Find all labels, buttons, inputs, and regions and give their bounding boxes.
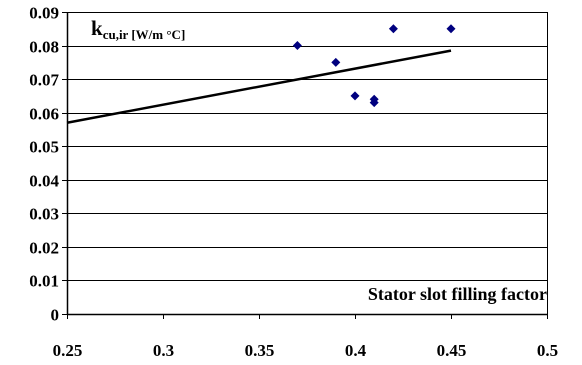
y-tick-label-0: 0 [51,306,60,325]
y-tick-label-9: 0.09 [29,4,59,23]
x-tick-label-3: 0.4 [345,341,367,360]
y-tick-label-1: 0.01 [29,272,59,291]
data-point-5 [388,24,398,34]
trendline-layer [66,49,452,124]
data-point-1 [331,57,341,67]
y-tick-label-6: 0.06 [29,105,59,124]
y-tick-label-4: 0.04 [29,172,59,191]
y-tick-labels: 0 0.01 0.02 0.03 0.04 0.05 0.06 0.07 0.08 0.09 [29,4,59,325]
x-tick-label-1: 0.3 [153,341,174,360]
y-tick-label-7: 0.07 [29,71,59,90]
axes [62,12,548,319]
x-tick-label-5: 0.5 [537,341,558,360]
y-axis-label-main: k [91,16,103,40]
y-tick-label-8: 0.08 [29,38,59,57]
y-tick-label-5: 0.05 [29,138,59,157]
y-tick-label-2: 0.02 [29,239,59,258]
grid-lines [67,12,547,315]
x-tick-label-2: 0.35 [245,341,275,360]
data-point-4 [369,98,379,108]
x-tick-label-4: 0.45 [437,341,467,360]
y-axis-label-sub: cu,ir [W/m °C] [103,27,186,42]
data-point-0 [292,41,302,51]
x-axis-label: Stator slot filling factor [368,284,547,304]
data-points [292,24,456,108]
x-tick-labels: 0.25 0.3 0.35 0.4 0.45 0.5 [53,341,559,360]
x-tick-label-0: 0.25 [53,341,83,360]
data-point-6 [446,24,456,34]
y-axis-label: kcu,ir [W/m °C] [91,16,185,42]
trendline [66,49,452,124]
data-point-2 [350,91,360,101]
y-tick-label-3: 0.03 [29,205,59,224]
